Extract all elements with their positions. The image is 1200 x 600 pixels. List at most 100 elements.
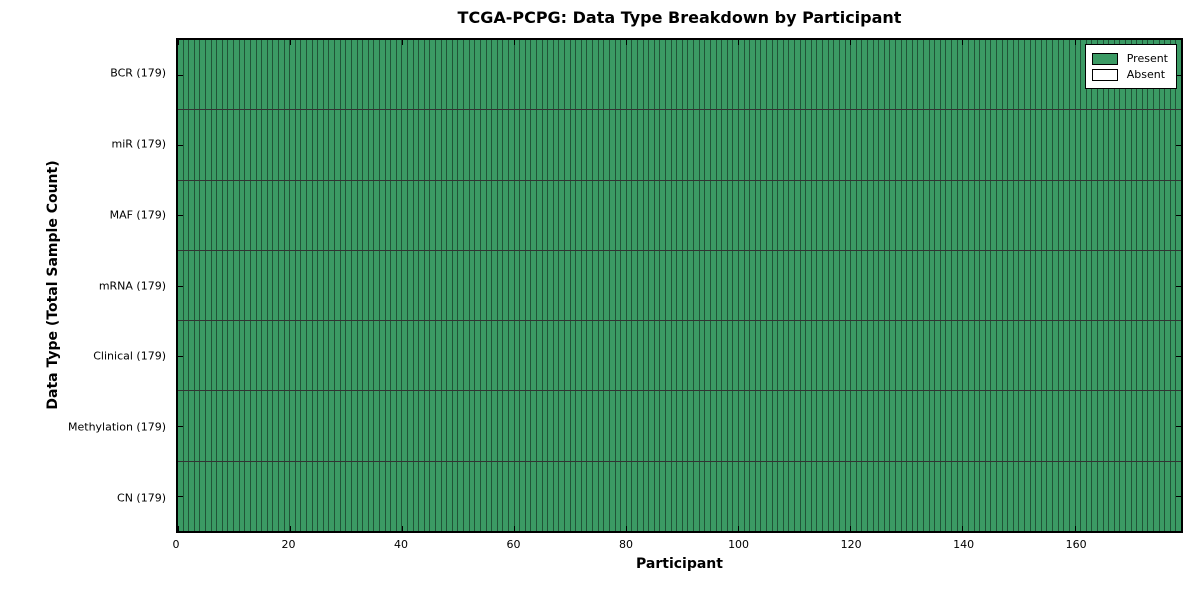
heatmap-cell [385,321,392,391]
heatmap-cell [716,250,723,321]
heatmap-cell [817,321,824,391]
heatmap-cell [413,391,420,461]
heatmap-cell [800,110,807,180]
heatmap-cell [211,180,218,250]
y-tick-label-mrna: mRNA (179) [98,279,166,292]
heatmap-cell [811,461,818,531]
heatmap-cell [598,110,605,180]
heatmap-cell [329,180,336,250]
heatmap-cell [867,40,874,110]
heatmap-cell [312,391,319,461]
heatmap-cell [845,180,852,250]
heatmap-cell [873,40,880,110]
heatmap-cell [615,391,622,461]
heatmap-cell [329,40,336,110]
heatmap-cell [430,40,437,110]
heatmap-cell [374,250,380,321]
heatmap-cell [666,461,672,531]
heatmap-cell [234,321,240,391]
heatmap-cell [228,321,235,391]
heatmap-cell [183,461,190,531]
heatmap-cell [1053,461,1059,531]
heatmap-cell [682,40,689,110]
heatmap-cell [565,321,571,391]
heatmap-cell [1041,321,1048,391]
heatmap-cell [806,110,812,180]
heatmap-cell [637,321,644,391]
heatmap-cell [351,250,358,321]
heatmap-cell [278,180,285,250]
heatmap-cell [357,321,364,391]
heatmap-cell [368,40,375,110]
heatmap-cell [503,391,509,461]
heatmap-cell [436,180,442,250]
heatmap-cell [301,461,308,531]
heatmap-cell [867,180,874,250]
heatmap-cell [778,40,784,110]
heatmap-cell [486,321,493,391]
heatmap-cell [1075,391,1082,461]
heatmap-cell [710,461,717,531]
heatmap-cell [1148,180,1155,250]
heatmap-cell [817,250,824,321]
heatmap-cell [323,250,330,321]
heatmap-cell [1058,321,1065,391]
heatmap-cell [402,321,408,391]
heatmap-cell [957,250,964,321]
heatmap-cell [1047,461,1054,531]
heatmap-cell [351,40,358,110]
heatmap-cell [615,321,622,391]
heatmap-cell [301,40,308,110]
heatmap-cell [301,250,308,321]
heatmap-cell [705,40,711,110]
heatmap-cell [1075,180,1082,250]
heatmap-cell [727,461,734,531]
heatmap-cell [649,40,655,110]
heatmap-cell [553,391,560,461]
y-tick-mark [1176,495,1181,497]
heatmap-cell [497,40,504,110]
heatmap-cell [587,250,594,321]
heatmap-cell [851,250,857,321]
heatmap-cell [839,321,846,391]
heatmap-cell [379,391,386,461]
heatmap-cell [705,461,711,531]
heatmap-cell [946,321,953,391]
heatmap-cell [351,461,358,531]
heatmap-cell [817,110,824,180]
heatmap-cell [1025,40,1031,110]
heatmap-cell [890,461,896,531]
heatmap-cell [727,180,734,250]
heatmap-cell [795,110,801,180]
heatmap-cell [1103,180,1110,250]
heatmap-cell [194,250,201,321]
heatmap-cell [609,461,616,531]
heatmap-cell [424,110,431,180]
heatmap-cell [514,321,521,391]
heatmap-cell [396,40,403,110]
heatmap-cell [896,391,902,461]
heatmap-cell [649,250,655,321]
x-tick-label: 20 [281,538,296,551]
heatmap-cell [980,40,986,110]
heatmap-cell [957,40,964,110]
heatmap-cell [609,40,616,110]
heatmap-cell [340,250,347,321]
heatmap-cell [666,110,672,180]
heatmap-cell [480,391,487,461]
heatmap-cell [980,321,986,391]
heatmap-cell [1058,180,1065,250]
heatmap-cell [335,180,341,250]
heatmap-cell [985,321,992,391]
heatmap-cell [828,110,835,180]
heatmap-cell [480,40,487,110]
heatmap-cell [856,391,863,461]
heatmap-cell [1131,321,1138,391]
heatmap-cell [766,321,773,391]
heatmap-cell [609,321,616,391]
heatmap-cell [795,391,801,461]
heatmap-cell [351,391,358,461]
heatmap-cell [1013,321,1020,391]
heatmap-cell [441,180,448,250]
heatmap-cell [1154,461,1160,531]
